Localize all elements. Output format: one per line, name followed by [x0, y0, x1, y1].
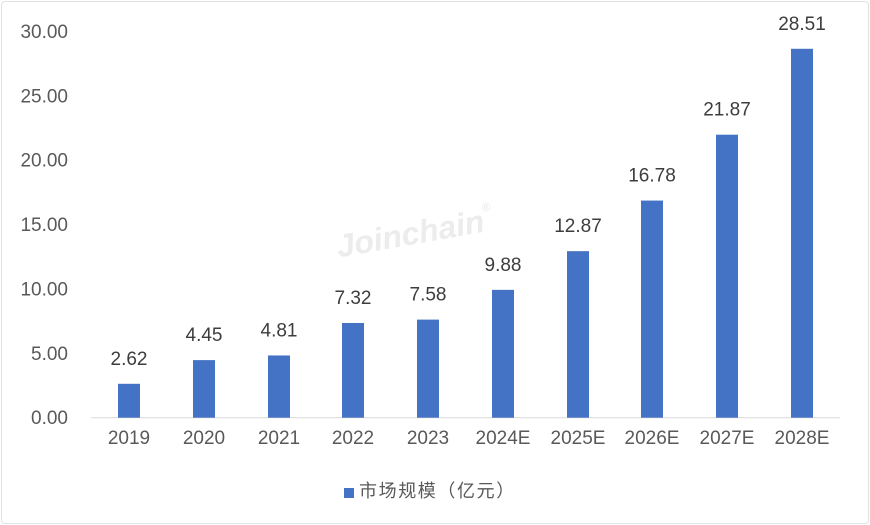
- svg-text:25.00: 25.00: [20, 86, 68, 107]
- svg-text:2022: 2022: [332, 428, 374, 449]
- svg-text:7.58: 7.58: [410, 285, 447, 306]
- svg-text:4.81: 4.81: [261, 320, 298, 341]
- svg-text:16.78: 16.78: [628, 166, 676, 187]
- svg-text:2025E: 2025E: [551, 428, 606, 449]
- svg-text:20.00: 20.00: [20, 151, 68, 172]
- svg-text:30.00: 30.00: [20, 22, 68, 43]
- svg-text:2023: 2023: [407, 428, 449, 449]
- svg-text:5.00: 5.00: [31, 344, 68, 365]
- svg-text:2.62: 2.62: [111, 349, 148, 370]
- svg-text:7.32: 7.32: [335, 288, 372, 309]
- svg-text:28.51: 28.51: [778, 14, 826, 35]
- svg-text:市场规模（亿元）: 市场规模（亿元）: [359, 481, 516, 501]
- svg-text:15.00: 15.00: [20, 215, 68, 236]
- svg-text:10.00: 10.00: [20, 279, 68, 300]
- svg-text:2021: 2021: [258, 428, 300, 449]
- svg-text:2028E: 2028E: [775, 428, 830, 449]
- svg-text:2024E: 2024E: [476, 428, 531, 449]
- svg-text:2019: 2019: [108, 428, 150, 449]
- svg-text:2026E: 2026E: [625, 428, 680, 449]
- svg-text:2020: 2020: [183, 428, 225, 449]
- svg-text:4.45: 4.45: [186, 325, 223, 346]
- svg-text:2027E: 2027E: [700, 428, 755, 449]
- svg-text:0.00: 0.00: [31, 408, 68, 429]
- svg-text:21.87: 21.87: [703, 100, 751, 121]
